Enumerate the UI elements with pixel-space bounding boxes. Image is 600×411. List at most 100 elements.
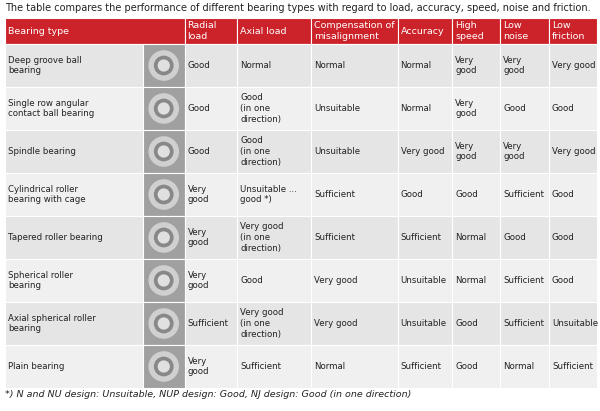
Bar xyxy=(185,259,237,302)
Text: Good: Good xyxy=(240,276,263,285)
Bar xyxy=(398,345,452,388)
Text: Sufficient: Sufficient xyxy=(503,190,544,199)
Bar xyxy=(549,130,597,173)
Text: Very good: Very good xyxy=(401,147,444,156)
Text: Good: Good xyxy=(455,362,478,371)
Bar xyxy=(500,259,549,302)
Bar xyxy=(549,44,597,87)
Bar xyxy=(185,44,237,87)
Text: Good: Good xyxy=(503,233,526,242)
Bar xyxy=(237,345,311,388)
Bar xyxy=(549,345,597,388)
Text: Tapered roller bearing: Tapered roller bearing xyxy=(8,233,103,242)
Circle shape xyxy=(158,103,169,114)
Bar xyxy=(452,345,500,388)
Text: Unsuitable: Unsuitable xyxy=(401,319,446,328)
Circle shape xyxy=(149,352,178,381)
Text: Very
good: Very good xyxy=(188,357,209,376)
Circle shape xyxy=(155,56,173,75)
Circle shape xyxy=(158,275,169,286)
Bar xyxy=(398,87,452,130)
Text: Unsuitable: Unsuitable xyxy=(401,276,446,285)
Text: Sufficient: Sufficient xyxy=(401,233,442,242)
Text: Normal: Normal xyxy=(401,104,431,113)
Circle shape xyxy=(149,266,178,295)
Text: Very
good: Very good xyxy=(188,185,209,204)
Bar xyxy=(452,130,500,173)
Text: Good: Good xyxy=(188,61,211,70)
Text: Normal: Normal xyxy=(240,61,271,70)
Bar xyxy=(452,173,500,216)
Bar xyxy=(311,130,398,173)
Text: Very good: Very good xyxy=(314,276,358,285)
Bar xyxy=(185,345,237,388)
Circle shape xyxy=(149,137,178,166)
Circle shape xyxy=(155,99,173,118)
Text: Sufficient: Sufficient xyxy=(188,319,229,328)
Text: Unsuitable: Unsuitable xyxy=(314,147,360,156)
Bar xyxy=(398,216,452,259)
Bar xyxy=(143,259,185,302)
Circle shape xyxy=(158,189,169,200)
Text: Very
good: Very good xyxy=(455,55,476,75)
Text: Good: Good xyxy=(552,233,575,242)
Circle shape xyxy=(158,60,169,71)
Text: Good: Good xyxy=(188,147,211,156)
Text: Very
good: Very good xyxy=(455,142,476,162)
Text: Very
good: Very good xyxy=(503,142,524,162)
Bar xyxy=(452,259,500,302)
Circle shape xyxy=(158,146,169,157)
Bar xyxy=(143,87,185,130)
Text: Very good: Very good xyxy=(552,61,595,70)
Text: Single row angular
contact ball bearing: Single row angular contact ball bearing xyxy=(8,99,94,118)
Bar xyxy=(143,44,185,87)
Bar xyxy=(185,302,237,345)
Text: Accuracy: Accuracy xyxy=(401,26,444,35)
Text: Good: Good xyxy=(455,319,478,328)
Text: Normal: Normal xyxy=(314,61,345,70)
Bar xyxy=(549,216,597,259)
Bar xyxy=(237,87,311,130)
Text: Axial load: Axial load xyxy=(240,26,287,35)
Text: Normal: Normal xyxy=(314,362,345,371)
Circle shape xyxy=(149,51,178,80)
Text: Low
friction: Low friction xyxy=(552,21,585,41)
Text: Normal: Normal xyxy=(455,276,486,285)
Text: Good
(in one
direction): Good (in one direction) xyxy=(240,136,281,167)
Text: Good: Good xyxy=(503,104,526,113)
Text: Sufficient: Sufficient xyxy=(240,362,281,371)
Text: Good: Good xyxy=(552,276,575,285)
Circle shape xyxy=(158,232,169,243)
Text: Low
noise: Low noise xyxy=(503,21,529,41)
Text: Deep groove ball
bearing: Deep groove ball bearing xyxy=(8,55,82,75)
Bar xyxy=(398,259,452,302)
Text: Sufficient: Sufficient xyxy=(552,362,593,371)
Text: Sufficient: Sufficient xyxy=(314,190,355,199)
Circle shape xyxy=(155,229,173,247)
Bar xyxy=(5,87,143,130)
Bar xyxy=(500,345,549,388)
Bar xyxy=(549,259,597,302)
Bar xyxy=(549,302,597,345)
Bar xyxy=(500,18,549,44)
Text: Normal: Normal xyxy=(401,61,431,70)
Text: Good: Good xyxy=(552,190,575,199)
Bar xyxy=(237,259,311,302)
Text: Unsuitable ...
good *): Unsuitable ... good *) xyxy=(240,185,297,204)
Text: Sufficient: Sufficient xyxy=(401,362,442,371)
Bar xyxy=(398,173,452,216)
Bar xyxy=(398,302,452,345)
Bar xyxy=(5,216,143,259)
Bar xyxy=(185,173,237,216)
Bar xyxy=(311,345,398,388)
Text: Unsuitable: Unsuitable xyxy=(552,319,598,328)
Bar xyxy=(452,18,500,44)
Bar xyxy=(500,44,549,87)
Circle shape xyxy=(149,223,178,252)
Bar xyxy=(237,18,311,44)
Circle shape xyxy=(149,94,178,123)
Circle shape xyxy=(155,314,173,332)
Bar xyxy=(237,216,311,259)
Bar xyxy=(5,18,185,44)
Bar xyxy=(452,87,500,130)
